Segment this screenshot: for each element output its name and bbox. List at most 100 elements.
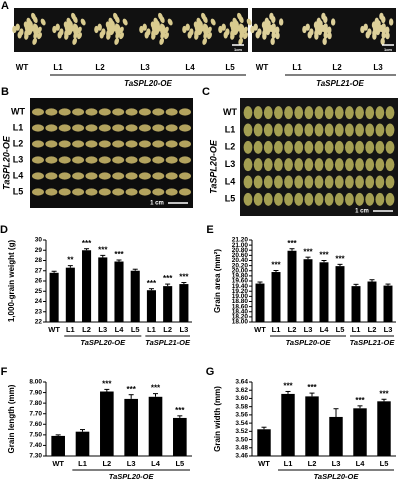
grain — [113, 12, 118, 20]
grain — [305, 23, 310, 31]
y-tick-label: 20.00 — [232, 267, 249, 274]
row-label: L1 — [225, 124, 236, 134]
x-tick-label: L3 — [332, 459, 341, 468]
grain — [165, 188, 178, 196]
panel-letter: G — [206, 366, 215, 378]
grain — [203, 23, 209, 31]
x-tick-label: L2 — [368, 325, 377, 334]
bar — [305, 396, 319, 456]
grain — [230, 24, 236, 32]
grain — [66, 17, 72, 25]
row-label: L2 — [225, 142, 236, 152]
grain — [314, 24, 320, 32]
significance: *** — [271, 261, 281, 270]
grain — [179, 140, 191, 148]
significance: *** — [303, 247, 313, 256]
a-line-label: L3 — [373, 63, 383, 72]
grain — [294, 123, 304, 137]
grain — [125, 124, 138, 132]
grain — [324, 175, 334, 189]
bar — [287, 250, 297, 322]
grain — [324, 158, 334, 172]
grain — [355, 106, 364, 120]
grain — [85, 172, 98, 180]
grain — [125, 156, 138, 164]
grain — [115, 23, 121, 31]
photo-b — [30, 98, 193, 208]
y-tick-label: 18.80 — [232, 298, 249, 305]
y-tick-label: 22 — [35, 319, 43, 326]
scale-label: 1cm — [384, 47, 392, 52]
scale-label: 1 cm — [150, 201, 164, 207]
y-tick-label: 18.40 — [232, 308, 249, 315]
grain — [263, 192, 273, 206]
grain — [243, 106, 253, 120]
grain — [139, 25, 144, 34]
grain — [237, 12, 242, 20]
grain — [324, 123, 334, 137]
grain — [138, 108, 151, 116]
bar — [100, 391, 114, 456]
grain — [243, 140, 253, 154]
grain — [112, 172, 125, 180]
bar — [124, 398, 138, 456]
grain — [375, 175, 385, 189]
grain — [262, 32, 267, 40]
grain — [253, 23, 258, 31]
grain — [179, 108, 191, 116]
grain — [355, 175, 364, 189]
significance: *** — [179, 273, 189, 282]
grain — [72, 37, 78, 45]
grain — [275, 26, 280, 34]
grain — [294, 106, 304, 120]
grain — [64, 24, 70, 32]
grain — [32, 108, 44, 116]
y-tick-label: 7.70 — [29, 410, 42, 417]
grain — [253, 106, 263, 120]
grain — [345, 140, 354, 154]
grain — [45, 188, 58, 196]
grain — [187, 31, 192, 39]
grain — [263, 123, 273, 137]
x-tick-label: L2 — [163, 325, 172, 334]
x-tick-label: L5 — [175, 459, 184, 468]
y-tick-label: 24 — [35, 298, 43, 305]
grain — [85, 188, 98, 196]
y-axis-label: Grain length (mm) — [7, 384, 16, 453]
y-tick-label: 21.00 — [232, 242, 249, 249]
a-group-label: TaSPL21-OE — [316, 79, 364, 88]
grain — [40, 18, 46, 26]
grain — [365, 158, 375, 172]
y-tick-label: 29 — [35, 247, 43, 254]
grain — [334, 175, 344, 189]
grain — [304, 123, 314, 137]
panel-letter: A — [1, 0, 9, 12]
significance: *** — [283, 382, 293, 391]
x-tick-label: L4 — [151, 459, 161, 468]
y-tick-label: 23 — [35, 308, 43, 315]
grain — [324, 192, 334, 206]
grain — [94, 25, 99, 34]
x-tick-label: L3 — [127, 459, 136, 468]
significance: *** — [151, 384, 161, 393]
grain — [334, 158, 344, 172]
grain — [253, 192, 263, 206]
grain — [108, 17, 114, 25]
grain — [112, 188, 125, 196]
grain — [322, 37, 327, 46]
significance: *** — [114, 250, 124, 259]
grain — [125, 108, 138, 116]
y-axis-label: Grain width (mm) — [213, 386, 222, 452]
grain — [45, 140, 58, 148]
x-tick-label: L1 — [352, 325, 361, 334]
y-tick-label: 19.40 — [232, 283, 249, 290]
grain — [122, 18, 128, 26]
group-label: TaSPL21-OE — [350, 338, 396, 347]
a-line-label: L4 — [185, 63, 195, 72]
grain — [239, 23, 245, 31]
y-tick-label: 18.00 — [232, 319, 249, 326]
grain — [270, 37, 275, 46]
grain — [223, 31, 228, 39]
